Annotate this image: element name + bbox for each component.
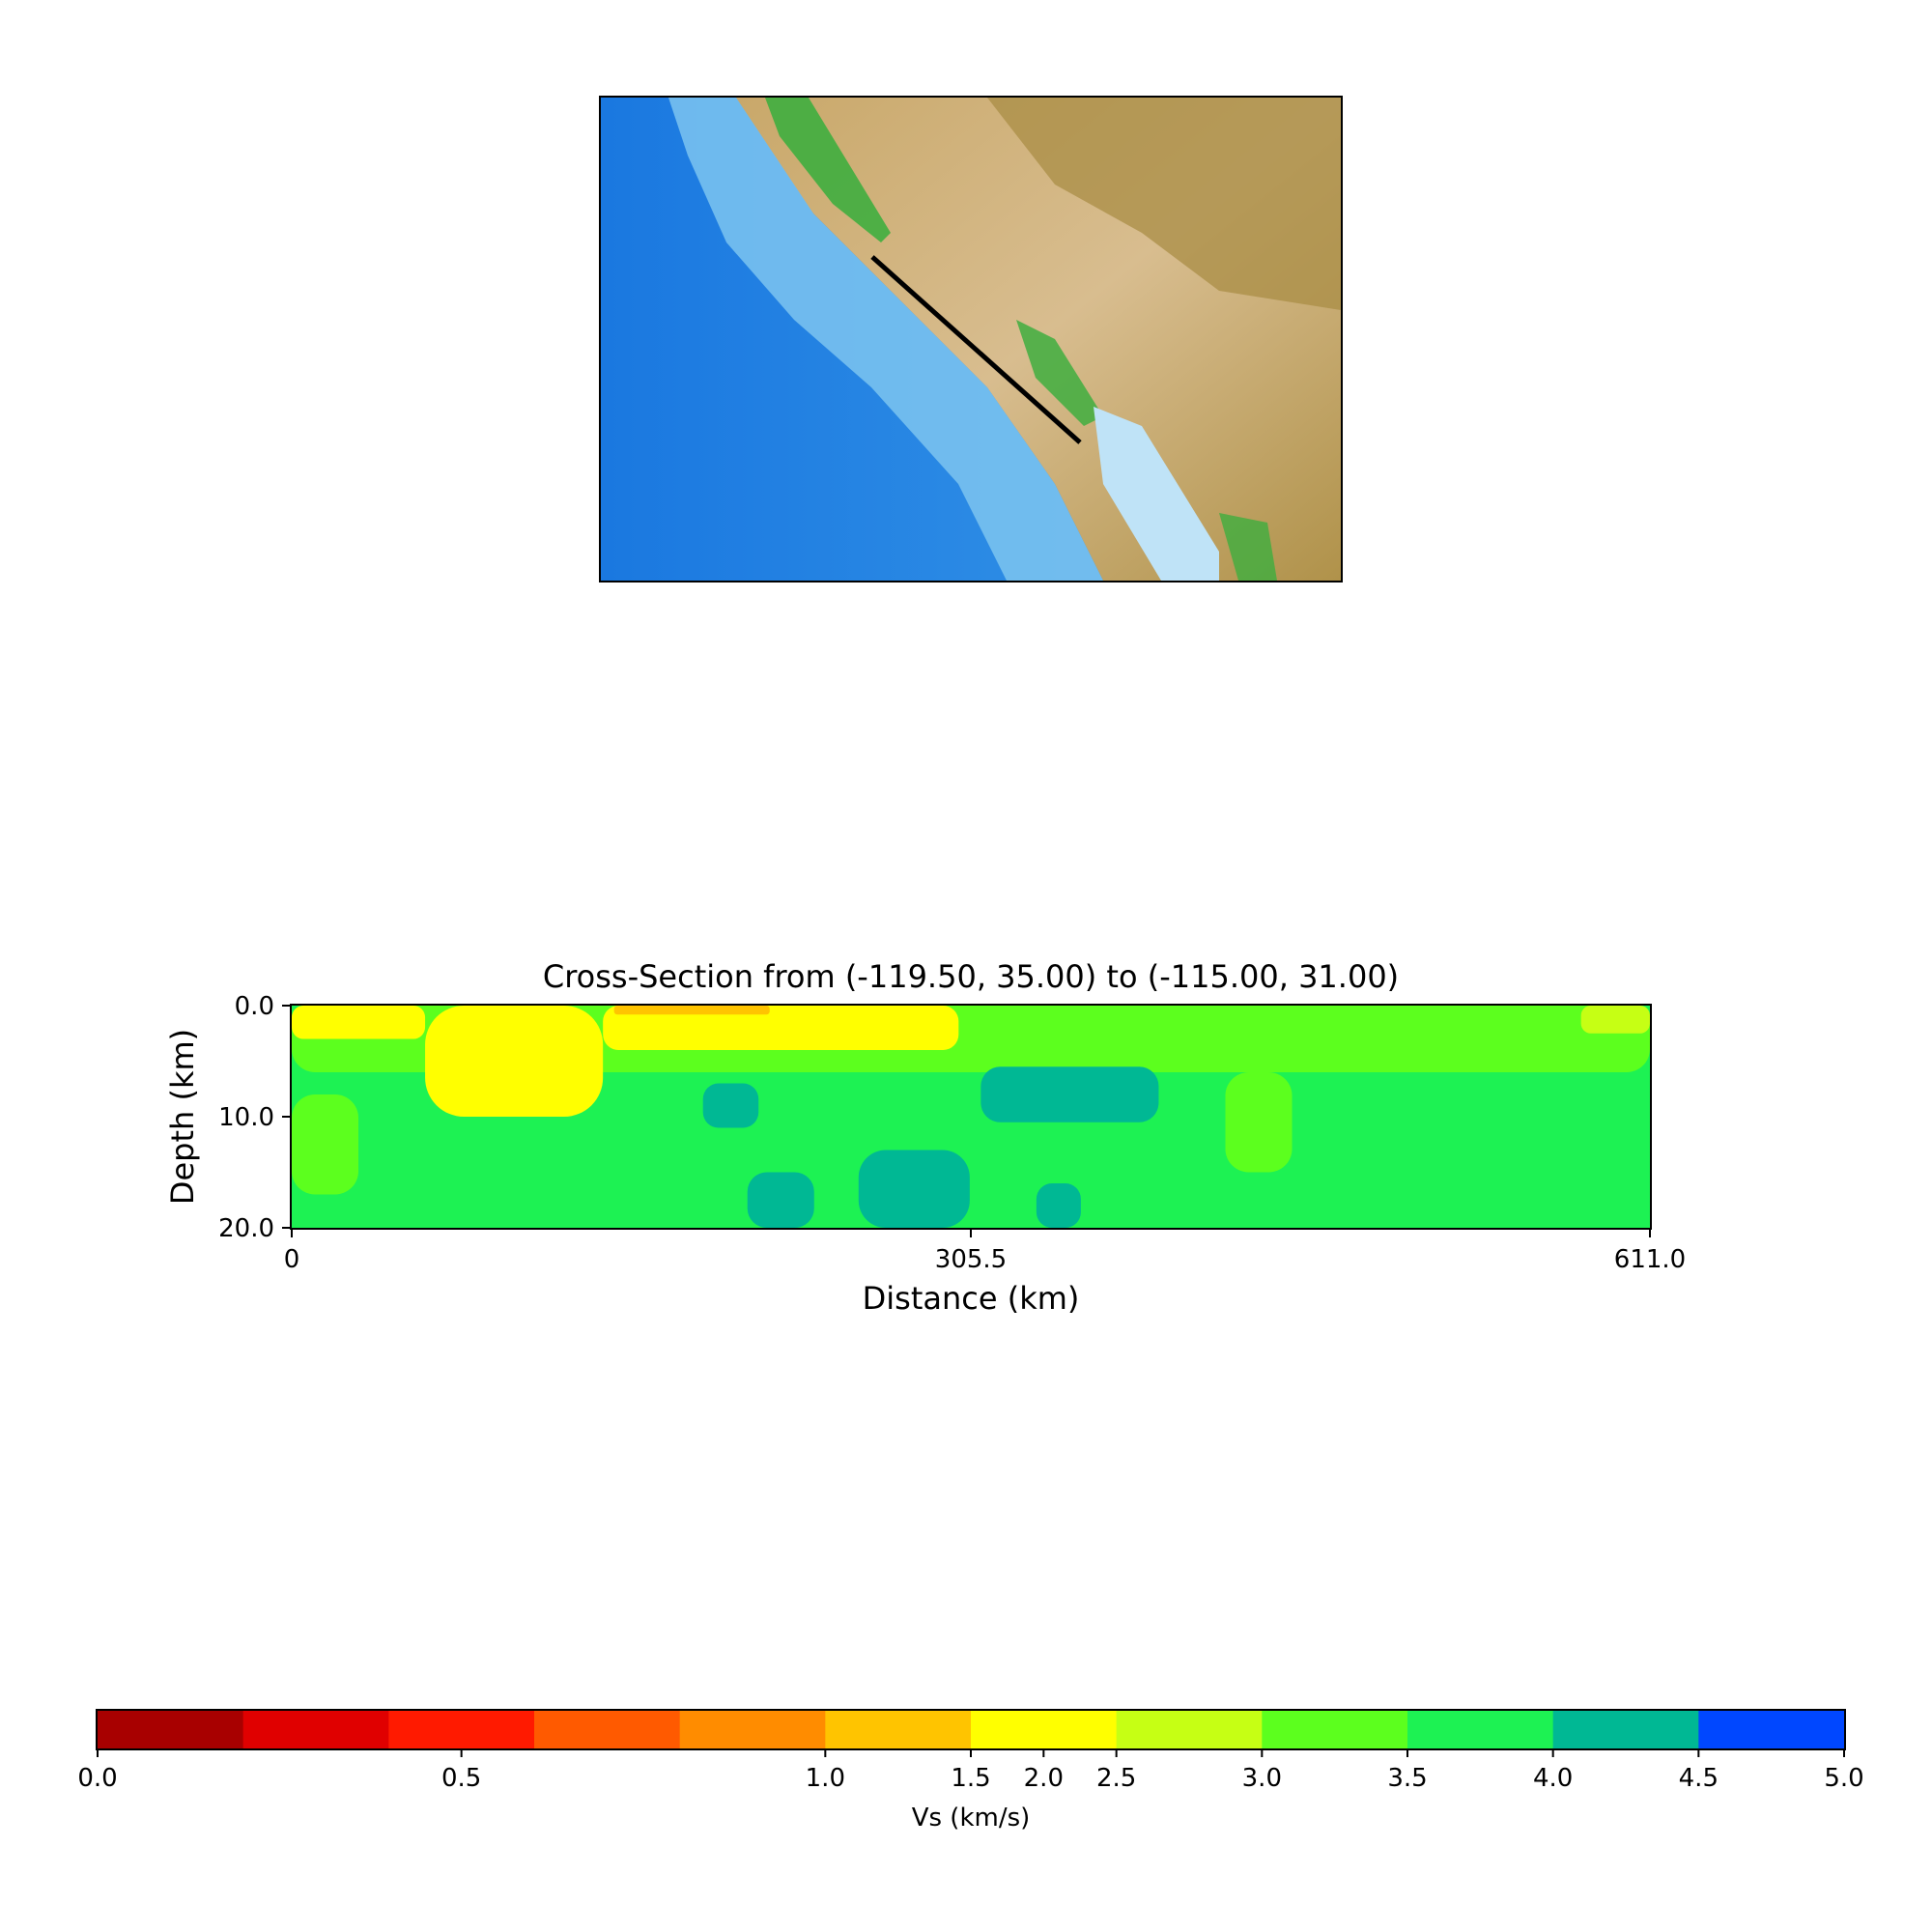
y-tick-label: 10.0 [218,1103,274,1132]
baja-green [1219,513,1277,581]
heatmap-region-fast-body-4 [858,1150,970,1228]
chart-title: Cross-Section from (-119.50, 35.00) to (… [543,958,1399,995]
heatmap-region-near-surface-basin [425,1006,604,1117]
heatmap-region-east-cap [1580,1006,1650,1034]
y-tick-label: 20.0 [218,1214,274,1243]
relief-map [601,98,1341,581]
imperial-valley [1016,320,1103,426]
heatmap-region-fast-body-1 [702,1083,759,1128]
y-tick-label: 0.0 [235,992,274,1021]
continental-shelf [668,98,1103,581]
heatmap-region-basin-top [603,1006,959,1050]
x-tick-label: 305.5 [935,1245,1007,1274]
valley-green [765,98,891,242]
heatmap-region-basin-slow-core [613,1006,770,1015]
heatmap-region-fast-body-5 [1036,1183,1081,1228]
x-tick-label: 0 [284,1245,300,1274]
x-tick-label: 611.0 [1614,1245,1686,1274]
heatmap-region-near-surface-west [292,1006,426,1039]
x-axis-label: Distance (km) [863,1280,1080,1317]
gulf-area [1094,407,1219,581]
profile-line [870,255,1082,444]
heatmap-region-fast-body-2 [980,1066,1159,1122]
heatmap-region-mid-lens [1225,1072,1293,1173]
axes: 0 305.5 611.0 0.0 10.0 20.0 [218,992,1686,1274]
heatmap-region-west-lens [292,1094,359,1195]
map-panel [599,96,1343,582]
y-axis-label: Depth (km) [164,1029,201,1205]
heatmap-region-fast-body-3 [747,1172,814,1228]
highland-area [987,98,1341,310]
heatmap-regions [292,1006,1650,1228]
